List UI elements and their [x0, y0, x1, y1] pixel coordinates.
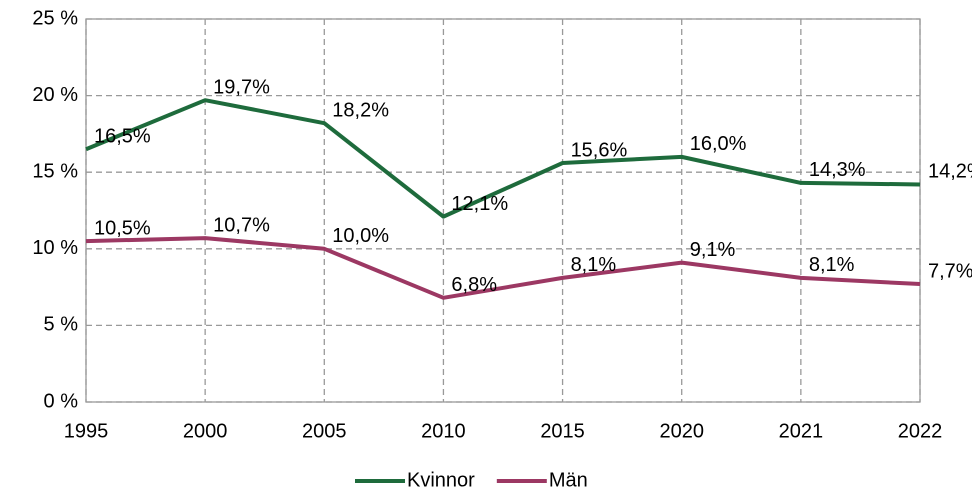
- data-label: 8,1%: [571, 254, 617, 276]
- data-label: 16,0%: [690, 133, 747, 155]
- x-tick-label: 1995: [64, 420, 109, 442]
- x-tick-label: 2005: [302, 420, 347, 442]
- x-tick-label: 2022: [898, 420, 943, 442]
- y-tick-label: 20 %: [32, 84, 78, 106]
- data-label: 7,7%: [928, 260, 972, 282]
- x-tick-label: 2015: [540, 420, 585, 442]
- data-label: 6,8%: [451, 274, 497, 296]
- data-label: 8,1%: [809, 254, 855, 276]
- y-tick-label: 0 %: [44, 390, 79, 412]
- series-line: [85, 98, 921, 219]
- data-label: 10,7%: [213, 214, 270, 236]
- data-label: 14,3%: [809, 159, 866, 181]
- data-label: 9,1%: [690, 239, 736, 261]
- plot-border: [85, 18, 921, 403]
- series-line: [85, 236, 921, 300]
- data-label: 14,2%: [928, 161, 972, 183]
- y-tick-label: 5 %: [44, 314, 79, 336]
- x-tick-label: 2021: [779, 420, 824, 442]
- data-label: 18,2%: [332, 99, 389, 121]
- data-label: 19,7%: [213, 76, 270, 98]
- y-tick-label: 10 %: [32, 237, 78, 259]
- y-tick-label: 25 %: [32, 7, 78, 29]
- data-label: 12,1%: [451, 193, 508, 215]
- x-tick-label: 2000: [183, 420, 228, 442]
- data-label: 15,6%: [571, 139, 628, 161]
- legend-label: Män: [549, 469, 588, 491]
- x-tick-label: 2010: [421, 420, 466, 442]
- y-tick-label: 15 %: [32, 160, 78, 182]
- x-tick-label: 2020: [659, 420, 704, 442]
- legend-label: Kvinnor: [407, 469, 475, 491]
- data-label: 16,5%: [94, 126, 151, 148]
- data-label: 10,5%: [94, 217, 151, 239]
- data-label: 10,0%: [332, 225, 389, 247]
